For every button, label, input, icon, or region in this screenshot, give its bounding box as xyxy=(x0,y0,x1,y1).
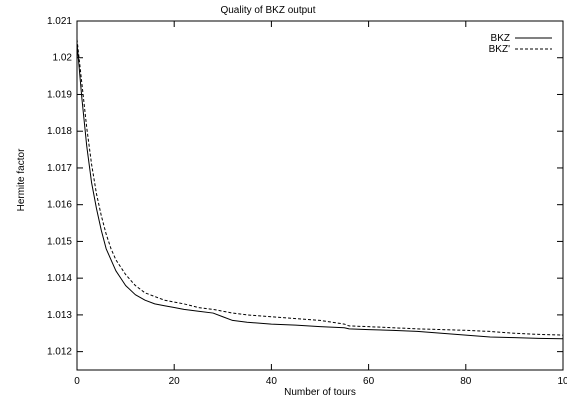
y-axis-tick-label: 1.013 xyxy=(47,310,72,321)
y-axis-tick-label: 1.02 xyxy=(53,53,73,64)
y-axis-tick-label: 1.015 xyxy=(47,236,72,247)
plot-frame-layer xyxy=(76,20,564,371)
tick-layer: 0 20 40 60 80 10 1.012 1.013 1.014 1.015 1.016 1.01… xyxy=(47,16,567,387)
x-axis-tick-label: 40 xyxy=(266,376,278,387)
y-axis-tick-label: 1.019 xyxy=(47,89,72,100)
x-axis-label: Number of tours xyxy=(284,387,356,398)
y-axis-tick-label: 1.018 xyxy=(47,126,72,137)
x-axis-tick-label: 60 xyxy=(363,376,375,387)
y-axis-tick-label: 1.017 xyxy=(47,163,72,174)
x-axis-tick-label: 80 xyxy=(460,376,472,387)
series-layer xyxy=(76,39,564,340)
y-axis-tick-label: 1.012 xyxy=(47,347,72,358)
y-axis-tick-label: 1.016 xyxy=(47,200,72,211)
y-axis-tick-label: 1.021 xyxy=(47,16,72,27)
x-axis-tick-label: 0 xyxy=(74,376,80,387)
x-axis-tick-label: 10 xyxy=(557,376,567,387)
series-line-bkz-prime xyxy=(76,39,564,336)
y-axis-tick-label: 1.014 xyxy=(47,273,72,284)
legend-label-bkz: BKZ xyxy=(491,33,510,44)
legend-label-bkz-prime: BKZ' xyxy=(489,44,510,55)
chart-title: Quality of BKZ output xyxy=(220,5,315,16)
plot-area-border xyxy=(76,20,564,371)
series-line-bkz xyxy=(76,42,564,340)
y-axis-label: Hermite factor xyxy=(16,148,27,211)
x-axis-tick-label: 20 xyxy=(169,376,181,387)
